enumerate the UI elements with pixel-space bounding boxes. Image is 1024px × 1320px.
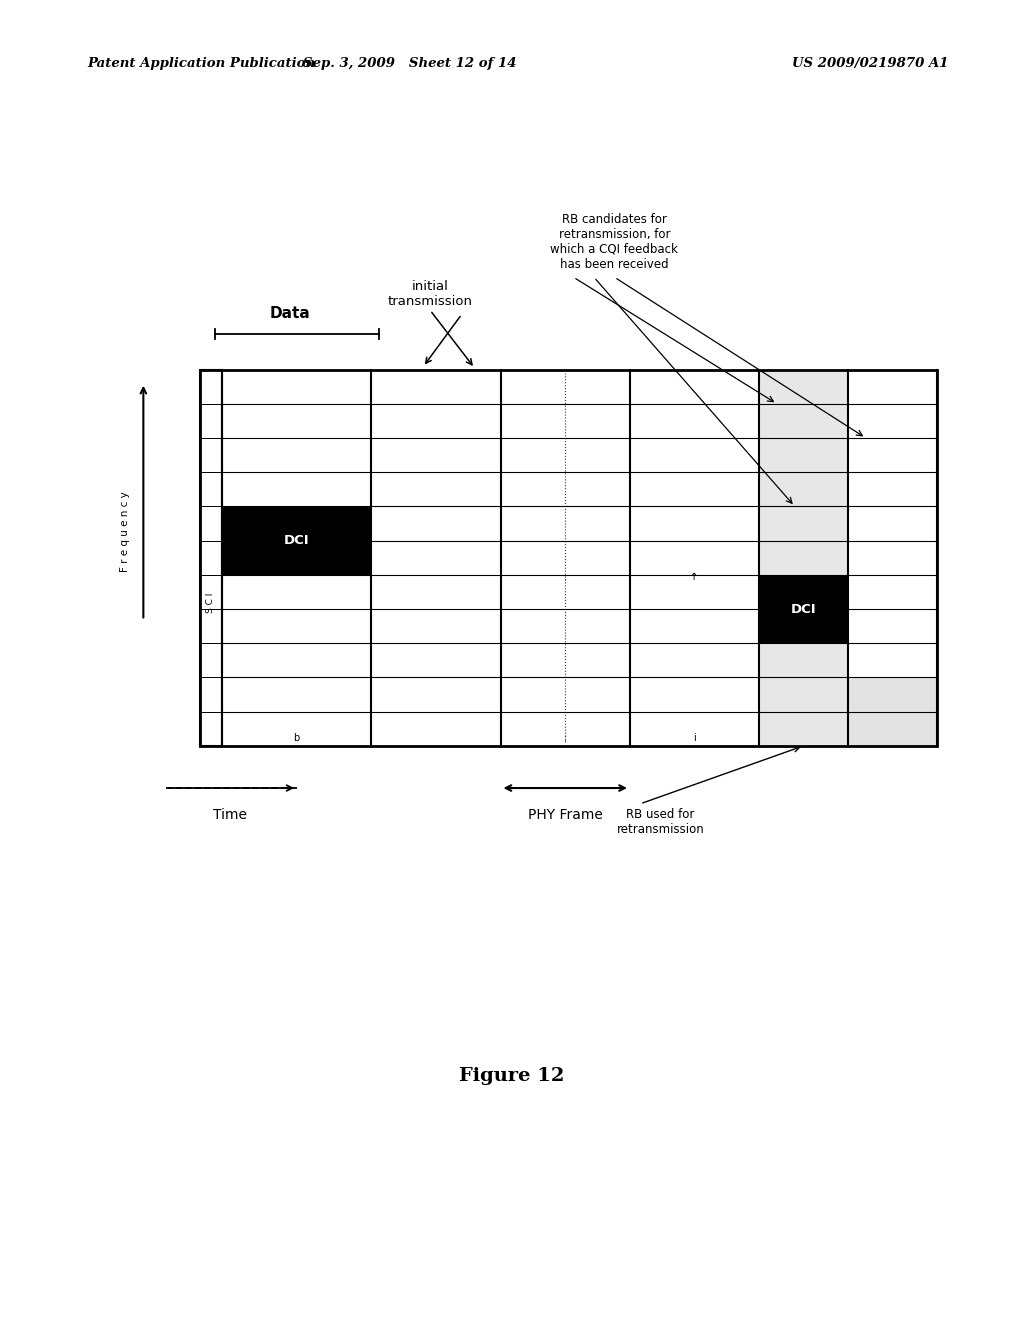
Text: DCI: DCI <box>791 602 816 615</box>
Text: DCI: DCI <box>284 535 309 546</box>
Text: ↑: ↑ <box>690 572 698 582</box>
Bar <box>759 404 848 438</box>
Bar <box>759 677 848 711</box>
Bar <box>848 711 937 746</box>
Bar <box>759 370 848 404</box>
Text: Sep. 3, 2009   Sheet 12 of 14: Sep. 3, 2009 Sheet 12 of 14 <box>303 57 516 70</box>
Bar <box>200 370 937 746</box>
Bar <box>759 438 848 473</box>
Text: PHY Frame: PHY Frame <box>527 808 603 822</box>
Bar <box>200 370 937 746</box>
Bar <box>759 473 848 507</box>
Text: Patent Application Publication: Patent Application Publication <box>87 57 315 70</box>
Text: :: : <box>563 572 567 582</box>
Text: S C I: S C I <box>206 593 215 612</box>
Bar <box>759 574 848 643</box>
Text: RB candidates for
retransmission, for
which a CQI feedback
has been received: RB candidates for retransmission, for wh… <box>551 213 678 271</box>
Text: :: : <box>563 733 567 743</box>
Text: RB used for
retransmission: RB used for retransmission <box>616 808 705 836</box>
Text: initial
transmission: initial transmission <box>387 280 473 308</box>
Bar <box>759 643 848 677</box>
Bar <box>200 370 222 746</box>
Text: Data: Data <box>269 306 310 321</box>
Bar <box>222 507 372 574</box>
Bar <box>759 711 848 746</box>
Text: b: b <box>294 733 300 743</box>
Text: i: i <box>693 733 696 743</box>
Text: US 2009/0219870 A1: US 2009/0219870 A1 <box>793 57 948 70</box>
Text: F r e q u e n c y: F r e q u e n c y <box>120 491 130 572</box>
Bar <box>759 541 848 574</box>
Text: Time: Time <box>213 808 248 822</box>
Text: Figure 12: Figure 12 <box>460 1067 564 1085</box>
Bar <box>848 677 937 711</box>
Bar <box>759 507 848 541</box>
